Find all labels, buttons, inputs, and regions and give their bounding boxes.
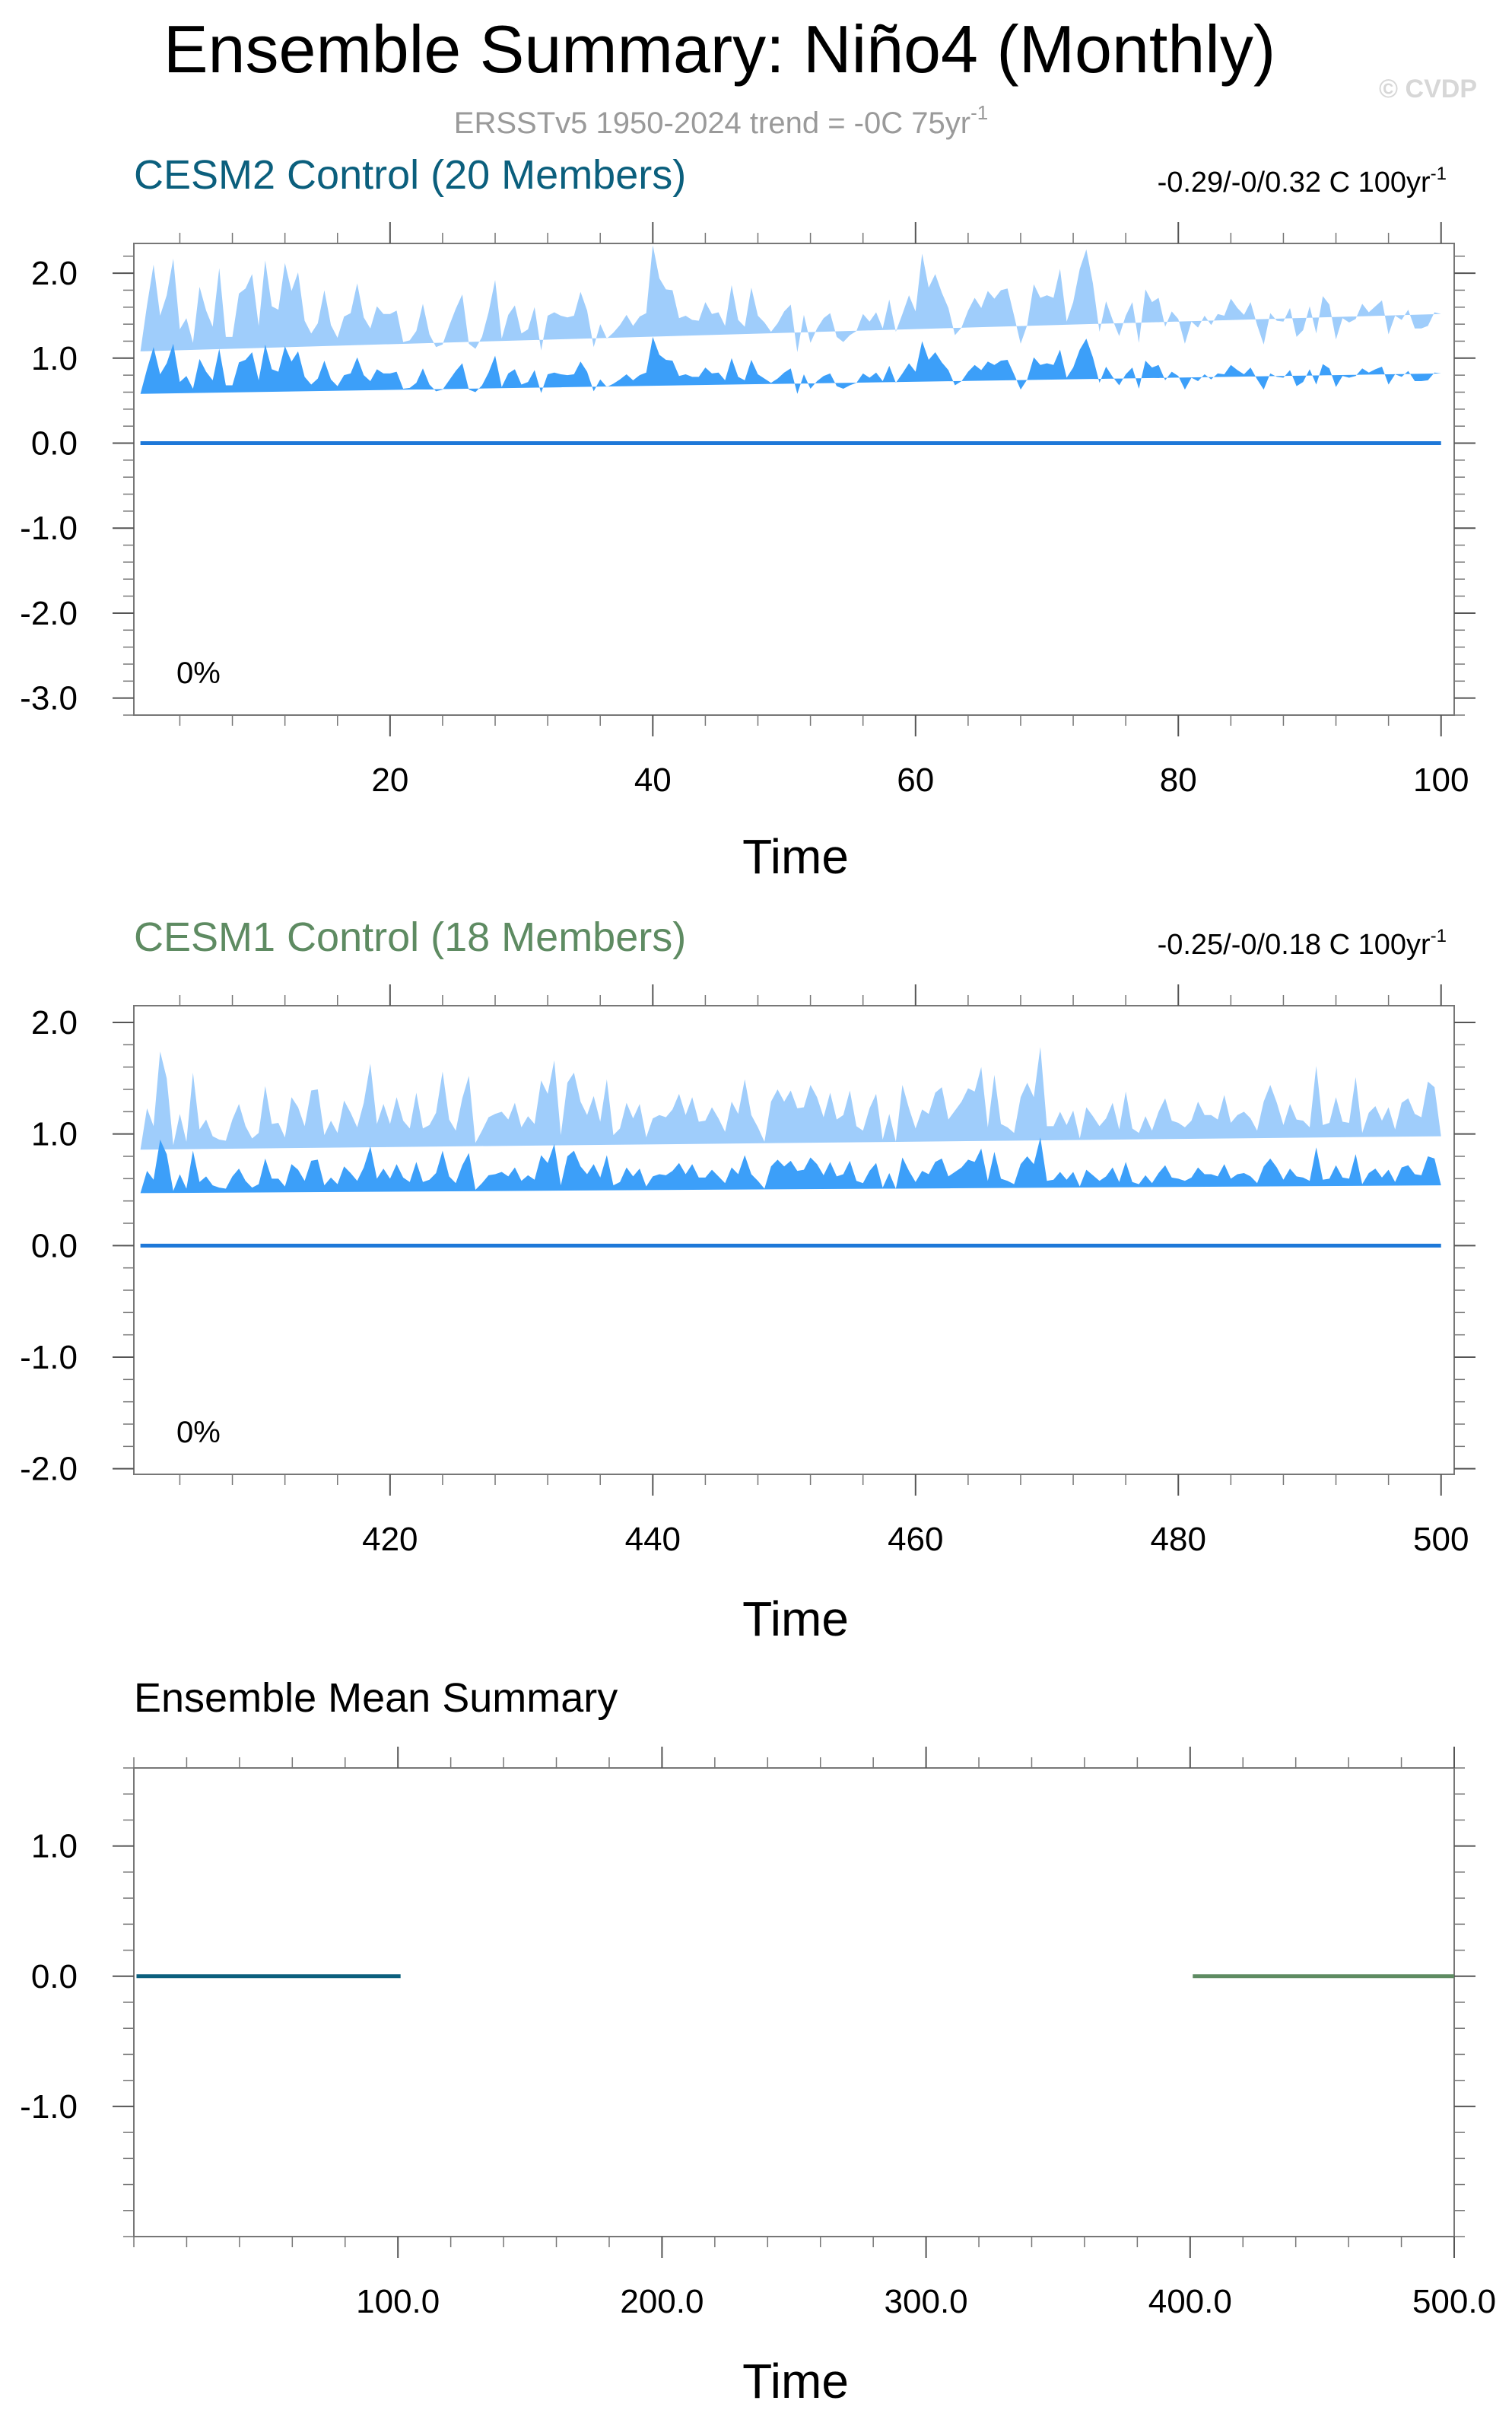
x-axis-label-ensemble-mean: Time — [742, 2354, 849, 2409]
y-tick-label-cesm2: -3.0 — [20, 680, 78, 717]
panel-ensemble-mean: Ensemble Mean Summary 100.0 200.0 300.0 400… — [20, 1675, 1496, 2409]
plot-area-cesm2: 20 40 60 80 100 2.0 1.0 0.0 -1.0 -2.0 -3.0 — [20, 222, 1475, 799]
plot-area-ensemble-mean: 100.0 200.0 300.0 400.0 500.0 1.0 0.0 -1.0 — [20, 1747, 1496, 2320]
panel-title-ensemble-mean: Ensemble Mean Summary — [134, 1675, 618, 1721]
x-tick-label-cesm2: 80 — [1160, 762, 1197, 799]
x-tick-label-cesm1: 480 — [1151, 1521, 1206, 1558]
x-tick-label-cesm2: 60 — [897, 762, 934, 799]
x-axis-label-cesm2: Time — [742, 829, 849, 884]
series-inner-range-cesm2 — [140, 336, 1441, 394]
panel-title-cesm2: CESM2 Control (20 Members) — [134, 152, 686, 198]
series-inner-range-cesm1 — [140, 1137, 1441, 1194]
series-outer-range-cesm2 — [140, 245, 1441, 352]
y-tick-label-cesm1: 2.0 — [31, 1004, 78, 1041]
x-tick-label-cesm2: 100 — [1413, 762, 1469, 799]
y-tick-label-cesm2: -2.0 — [20, 595, 78, 632]
y-tick-label-cesm1: 1.0 — [31, 1116, 78, 1153]
subtitle-sup: -1 — [970, 101, 988, 124]
figure-subtitle: ERSSTv5 1950-2024 trend = -0C 75yr-1 — [454, 101, 988, 140]
y-tick-label-cesm2: -1.0 — [20, 510, 78, 547]
y-tick-label-ensemble_mean_summary: 1.0 — [31, 1828, 78, 1865]
watermark: © CVDP — [1379, 75, 1477, 103]
x-axis-label-cesm1: Time — [742, 1591, 849, 1646]
subtitle-main: ERSSTv5 1950-2024 trend = -0C 75yr — [454, 107, 970, 140]
y-tick-label-ensemble_mean_summary: -1.0 — [20, 2088, 78, 2126]
y-tick-label-ensemble_mean_summary: 0.0 — [31, 1958, 78, 1995]
x-tick-label-ensemble_mean_summary: 400.0 — [1148, 2283, 1232, 2320]
annotation-cesm2: 0% — [176, 657, 221, 690]
x-tick-label-ensemble_mean_summary: 200.0 — [620, 2283, 704, 2320]
x-tick-label-cesm1: 440 — [625, 1521, 681, 1558]
y-tick-label-cesm1: 0.0 — [31, 1227, 78, 1264]
trend-label-cesm2-sup: -1 — [1431, 164, 1447, 184]
plot-frame-cesm2 — [133, 243, 1455, 716]
y-tick-label-cesm2: 1.0 — [31, 340, 78, 377]
series-outer-range-cesm1 — [140, 1047, 1441, 1150]
plot-frame-cesm1 — [133, 1005, 1455, 1475]
panel-cesm2: CESM2 Control (20 Members) -0.29/-0/0.32… — [20, 152, 1475, 884]
y-tick-label-cesm2: 0.0 — [31, 425, 78, 463]
annotation-cesm1: 0% — [176, 1416, 221, 1449]
x-tick-label-ensemble_mean_summary: 100.0 — [356, 2283, 440, 2320]
panel-title-cesm1: CESM1 Control (18 Members) — [134, 914, 686, 960]
x-tick-label-cesm2: 20 — [371, 762, 408, 799]
x-tick-label-cesm1: 420 — [362, 1521, 418, 1558]
panel-cesm1: CESM1 Control (18 Members) -0.25/-0/0.18… — [20, 914, 1475, 1646]
y-tick-label-cesm2: 2.0 — [31, 255, 78, 292]
y-tick-label-cesm1: -2.0 — [20, 1451, 78, 1488]
x-tick-label-cesm1: 460 — [888, 1521, 943, 1558]
x-tick-label-ensemble_mean_summary: 500.0 — [1412, 2283, 1496, 2320]
trend-label-cesm2-main: -0.29/-0/0.32 C 100yr — [1158, 167, 1431, 199]
plot-area-cesm1: 420 440 460 480 500 2.0 1.0 0.0 -1.0 -2.0 — [20, 984, 1475, 1558]
trend-label-cesm1-sup: -1 — [1431, 926, 1447, 946]
trend-label-cesm1-main: -0.25/-0/0.18 C 100yr — [1158, 929, 1431, 961]
trend-label-cesm1: -0.25/-0/0.18 C 100yr-1 — [1158, 926, 1447, 961]
x-tick-label-cesm1: 500 — [1413, 1521, 1469, 1558]
plot-frame-ensemble_mean_summary — [133, 1767, 1455, 2237]
x-tick-label-cesm2: 40 — [634, 762, 672, 799]
trend-label-cesm2: -0.29/-0/0.32 C 100yr-1 — [1158, 164, 1447, 199]
figure-title: Ensemble Summary: Niño4 (Monthly) — [164, 11, 1275, 87]
x-tick-label-ensemble_mean_summary: 300.0 — [885, 2283, 968, 2320]
y-tick-label-cesm1: -1.0 — [20, 1339, 78, 1376]
